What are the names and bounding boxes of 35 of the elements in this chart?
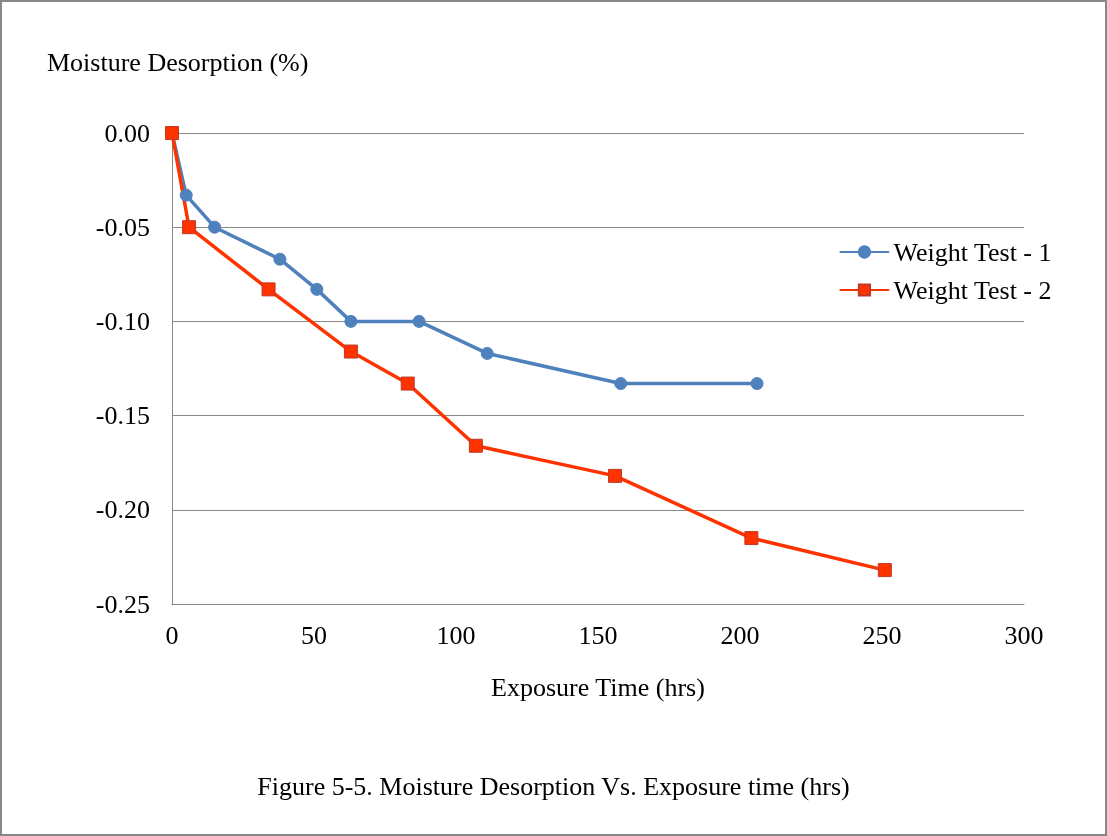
- point: [468, 438, 483, 453]
- point: [608, 468, 623, 483]
- point: [750, 377, 764, 391]
- x-tick-label: 100: [436, 620, 476, 650]
- point: [343, 344, 358, 359]
- point: [182, 220, 197, 235]
- y-tick-label: -0.15: [95, 401, 150, 431]
- point: [344, 314, 358, 328]
- point: [744, 531, 759, 546]
- x-tick-label: 50: [301, 620, 327, 650]
- x-tick-label: 300: [1004, 620, 1044, 650]
- y-tick-label: -0.20: [95, 495, 150, 525]
- x-tick-label: 200: [720, 620, 760, 650]
- point: [261, 282, 276, 297]
- legend-label: Weight Test - 1: [893, 237, 1052, 267]
- x-tick-label: 250: [862, 620, 902, 650]
- point: [310, 282, 324, 296]
- point: [480, 346, 494, 360]
- y-tick-label: -0.25: [95, 589, 150, 619]
- y-tick-label: -0.05: [95, 212, 150, 242]
- legend-label: Weight Test - 2: [893, 275, 1052, 305]
- point: [877, 563, 892, 578]
- x-tick-label: 150: [578, 620, 618, 650]
- y-axis-title: Moisture Desorption (%): [47, 47, 309, 77]
- point: [273, 252, 287, 266]
- point: [208, 220, 222, 234]
- y-tick-label: -0.10: [95, 306, 150, 336]
- point: [179, 188, 193, 202]
- y-tick-label: 0.00: [104, 118, 150, 148]
- x-axis-title: Exposure Time (hrs): [491, 672, 705, 702]
- x-tick-label: 0: [165, 620, 179, 650]
- point: [412, 314, 426, 328]
- point: [400, 376, 415, 391]
- text: Figure 5-5. Moisture Desorption Vs. Exposure time (hrs): [257, 771, 850, 801]
- point: [614, 377, 628, 391]
